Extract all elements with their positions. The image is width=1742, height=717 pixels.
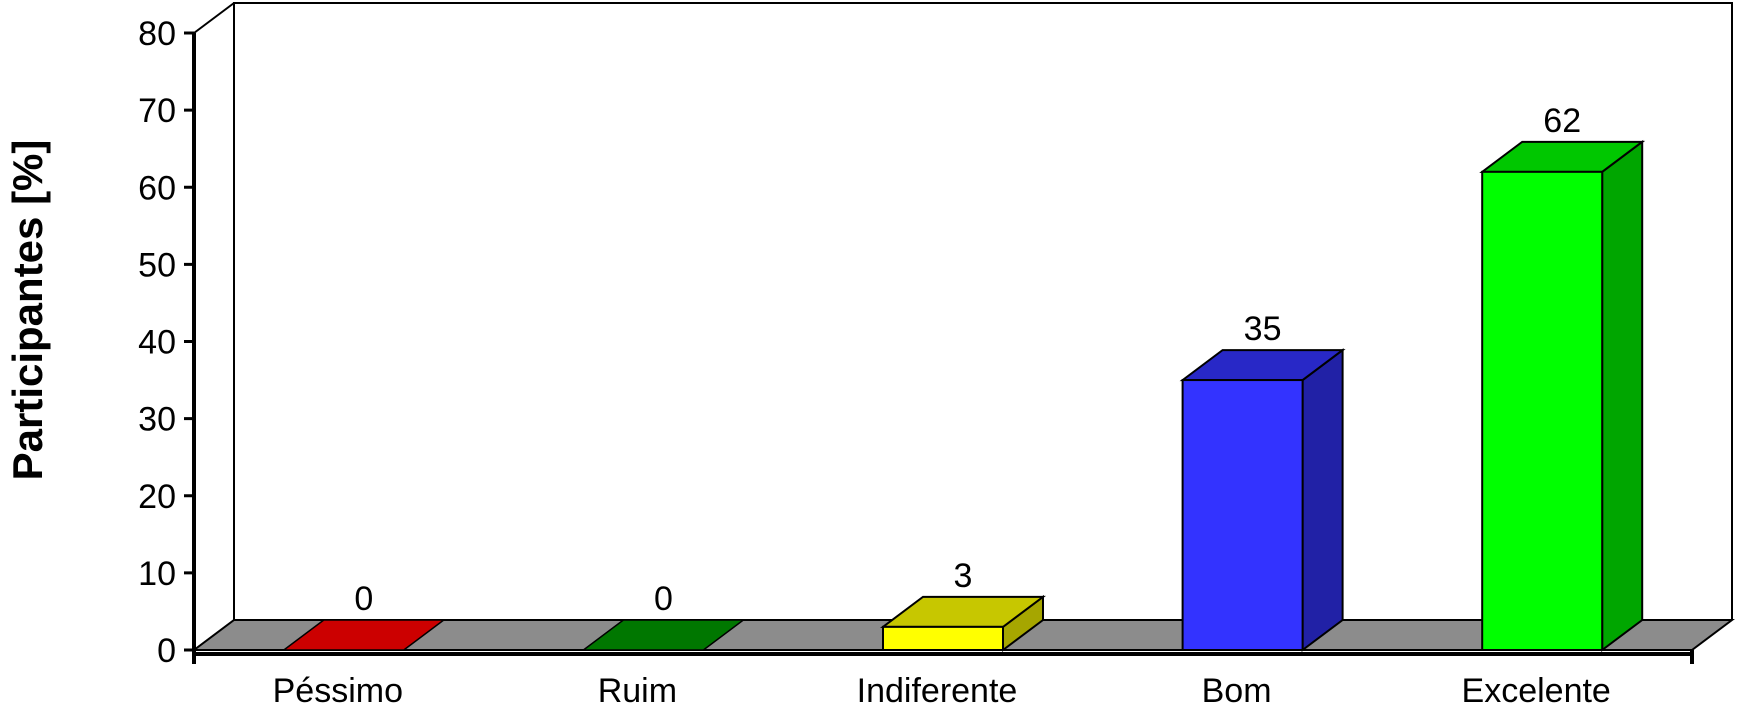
x-tick-label: Péssimo bbox=[273, 672, 403, 710]
data-label: 0 bbox=[654, 580, 673, 618]
y-tick-label: 80 bbox=[138, 15, 176, 53]
bar-front bbox=[882, 625, 1004, 651]
bar-front bbox=[1181, 379, 1304, 651]
y-tick-label: 60 bbox=[138, 169, 176, 207]
data-label: 3 bbox=[954, 557, 973, 595]
bar-side bbox=[1301, 348, 1344, 652]
bar-side bbox=[1601, 139, 1644, 652]
x-tick-label: Bom bbox=[1202, 672, 1272, 710]
back-wall bbox=[233, 2, 1733, 620]
bar-4 bbox=[1179, 348, 1346, 652]
data-label: 0 bbox=[354, 580, 373, 618]
bar-top bbox=[581, 619, 746, 651]
bar-1 bbox=[281, 619, 447, 651]
labels-group: Participantes [%] 0 Péssimo 0 Ruim 3 Indifere… bbox=[4, 15, 1611, 710]
x-tick-label: Ruim bbox=[598, 672, 677, 710]
bar-top bbox=[281, 619, 447, 651]
data-label: 62 bbox=[1543, 102, 1581, 140]
x-tick-label: Indiferente bbox=[857, 672, 1018, 710]
y-tick-label: 30 bbox=[138, 401, 176, 439]
y-tick-label: 20 bbox=[138, 478, 176, 516]
axes-group bbox=[184, 31, 1694, 664]
y-axis-title: Participantes [%] bbox=[4, 140, 51, 481]
data-label: 35 bbox=[1244, 310, 1282, 348]
bar-3 bbox=[880, 594, 1046, 652]
y-tick-label: 10 bbox=[138, 555, 176, 593]
y-tick-label: 40 bbox=[138, 324, 176, 362]
bar-5 bbox=[1479, 139, 1646, 652]
y-tick-label: 70 bbox=[138, 92, 176, 130]
y-tick-label: 0 bbox=[157, 632, 176, 670]
x-tick-label: Excelente bbox=[1462, 672, 1611, 710]
bars-group bbox=[281, 139, 1646, 652]
bar-2 bbox=[581, 619, 746, 651]
bar-front bbox=[1481, 170, 1604, 651]
side-wall-top-edge bbox=[193, 2, 235, 34]
y-tick-label: 50 bbox=[138, 246, 176, 284]
